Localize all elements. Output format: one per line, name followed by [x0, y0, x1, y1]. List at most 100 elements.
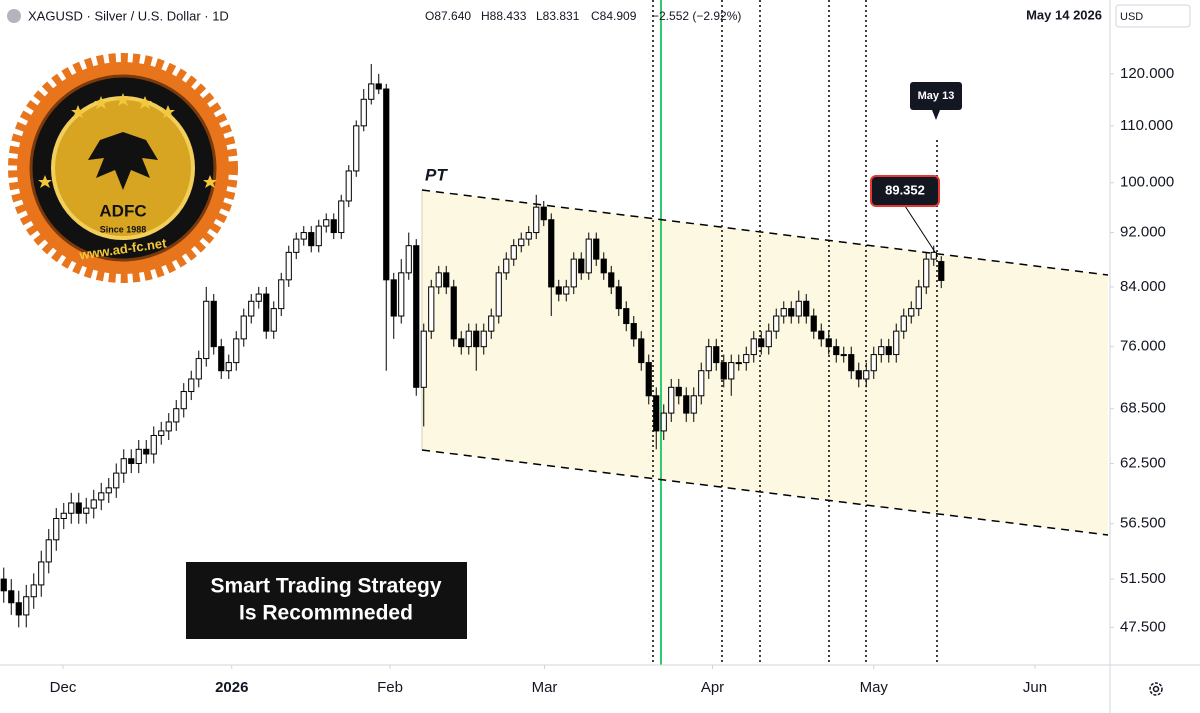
candle-body [0, 578, 7, 592]
x-tick-label: Apr [701, 679, 724, 696]
candle-body [585, 238, 592, 274]
symbol-icon [7, 9, 21, 23]
candle-body [848, 354, 855, 372]
candle-body [690, 395, 697, 414]
candle-body [353, 125, 360, 172]
candle-body [728, 362, 735, 380]
candle-body [90, 499, 97, 509]
candle-body [630, 323, 637, 340]
currency-box[interactable] [1115, 4, 1191, 28]
y-tick-label: 51.500 [1120, 570, 1166, 587]
candle-body [780, 308, 787, 317]
y-tick-label: 84.000 [1120, 278, 1166, 295]
candle-body [255, 293, 262, 302]
candle-body [338, 200, 345, 234]
candle-body [833, 346, 840, 356]
candle-body [428, 286, 435, 332]
candle-body [788, 308, 795, 317]
candle-body [293, 238, 300, 253]
settings-icon[interactable] [1149, 682, 1163, 696]
candle-body [345, 170, 352, 202]
candle-body [330, 219, 337, 234]
candle-body [135, 448, 142, 464]
banner-line: Is Recommneded [239, 602, 413, 625]
y-tick-label: 110.000 [1120, 117, 1173, 134]
candle-body [660, 412, 667, 432]
candle-body [638, 338, 645, 364]
candle-body [210, 300, 217, 348]
x-tick-label: 2026 [215, 679, 248, 696]
candle-body [413, 245, 420, 388]
channel-lower [421, 449, 1109, 536]
vertical-markers [652, 0, 938, 665]
currency[interactable]: USD [1120, 11, 1143, 23]
candles [0, 64, 945, 628]
candle-body [480, 330, 487, 348]
ohlc-high: H88.433 [481, 9, 527, 23]
candle-body [225, 362, 232, 372]
candle-body [495, 272, 502, 317]
candle-body [750, 338, 757, 356]
candle-body [698, 370, 705, 397]
candle-body [8, 590, 15, 604]
candle-body [923, 258, 930, 288]
candle-body [503, 258, 510, 274]
candle-body [840, 354, 847, 357]
candle-body [893, 330, 900, 356]
price-callout-box [870, 175, 940, 207]
candle-body [435, 272, 442, 288]
candle-body [450, 286, 457, 340]
candle-body [510, 245, 517, 260]
candle-body [360, 98, 367, 127]
candle-body [683, 395, 690, 414]
channel-upper [421, 189, 1109, 276]
candle-body [68, 502, 75, 514]
y-tick-label: 76.000 [1120, 338, 1166, 355]
candle-body [143, 448, 150, 455]
candle-body [570, 258, 577, 288]
candle-body [563, 286, 570, 295]
price-callout-leader [904, 205, 936, 253]
candle-body [548, 219, 555, 288]
candle-body [795, 300, 802, 317]
candle-body [300, 232, 307, 240]
ohlc-low: L83.831 [536, 9, 580, 23]
y-tick-label: 62.500 [1120, 454, 1166, 471]
candle-body [773, 315, 780, 332]
candle-body [30, 584, 37, 598]
candle-body [53, 517, 60, 541]
logo: ADFC Since 1988 www.ad-fc.net [8, 53, 238, 283]
candle-body [810, 315, 817, 332]
x-tick-label: Dec [50, 679, 77, 696]
candle-body [623, 308, 630, 325]
candle-body [473, 330, 480, 348]
price-callout: 89.352 [885, 182, 925, 197]
candle-body [758, 338, 765, 348]
candle-body [720, 362, 727, 380]
candle-body [83, 507, 90, 514]
candle-body [825, 338, 832, 348]
candle-body [488, 315, 495, 332]
candle-body [233, 338, 240, 364]
candle-body [113, 472, 120, 489]
x-tick-label: Mar [532, 679, 558, 696]
candle-body [323, 219, 330, 227]
ohlc-open: O87.640 [425, 9, 471, 23]
date-callout: May 13 [918, 90, 955, 102]
candle-body [645, 362, 652, 397]
candle-body [855, 370, 862, 380]
candle-body [540, 206, 547, 221]
candle-body [248, 300, 255, 317]
candle-body [218, 346, 225, 372]
candle-body [180, 391, 187, 410]
candle-body [383, 88, 390, 281]
candle-body [668, 386, 675, 414]
candle-body [278, 279, 285, 310]
x-tick-label: Feb [377, 679, 403, 696]
candle-body [60, 512, 67, 519]
candle-body [188, 378, 195, 393]
candle-body [285, 251, 292, 281]
candle-body [75, 502, 82, 514]
candle-body [308, 232, 315, 247]
